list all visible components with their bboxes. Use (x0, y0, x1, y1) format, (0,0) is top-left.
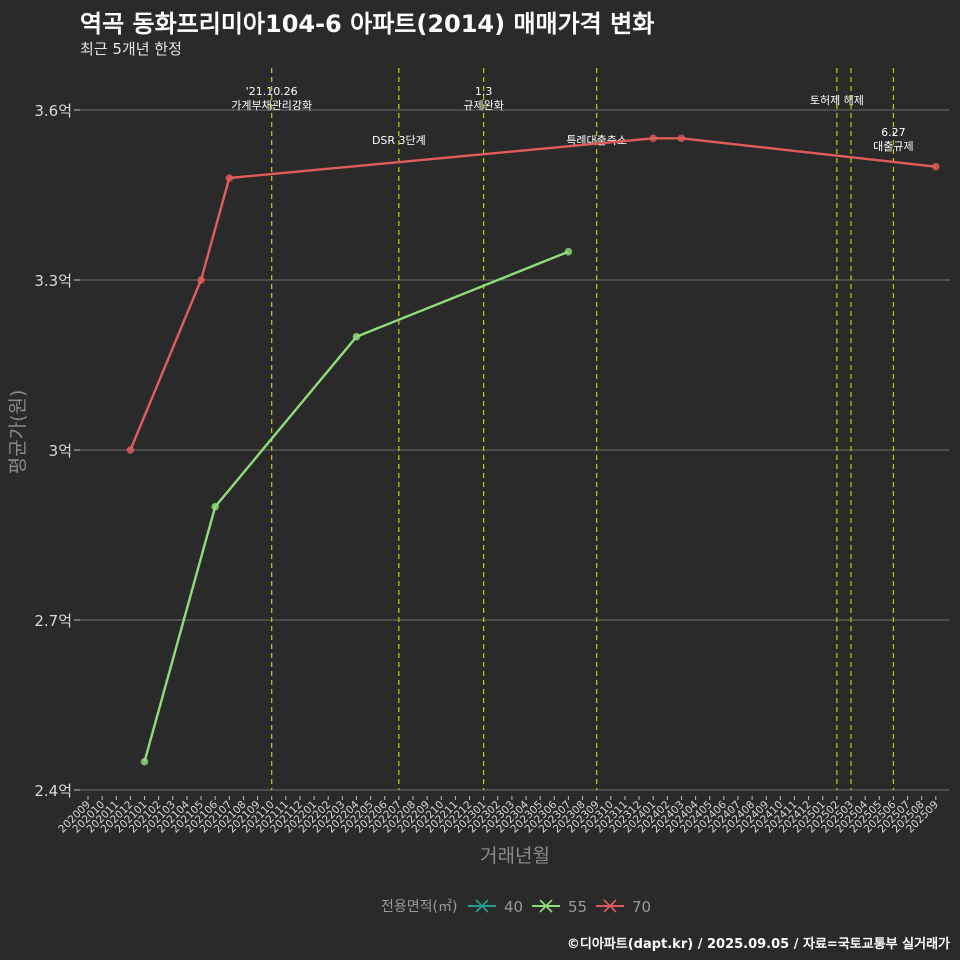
legend-label: 40 (504, 898, 523, 916)
event-label: '21.10.26 가계부채관리강화 (231, 85, 312, 112)
x-axis-title: 거래년월 (480, 845, 550, 867)
data-point-55 (352, 332, 361, 341)
data-point-70 (932, 162, 940, 171)
y-tick-label: 3.6억 (34, 102, 72, 120)
legend: 전용면적(㎡) 40 55 70 (381, 898, 651, 916)
event-label: 토허제 해제 (810, 93, 864, 107)
y-tick-label: 2.7억 (34, 612, 72, 630)
source-caption: ©디아파트(dapt.kr) / 2025.09.05 / 자료=국토교통부 실… (566, 937, 950, 952)
event-label: DSR 3단계 (372, 134, 426, 147)
legend-swatch-cross (539, 899, 553, 913)
data-point-55 (211, 502, 219, 511)
data-point-70 (677, 134, 686, 143)
legend-label: 70 (632, 898, 651, 916)
data-point-70 (126, 446, 135, 454)
y-tick-label: 3억 (49, 442, 72, 460)
legend-item-55: 55 (532, 898, 587, 916)
axis-layer: 2.4억2.7억3억3.3억3.6억2020092020102020112020… (34, 102, 941, 835)
data-point-70 (197, 276, 205, 284)
legend-item-40: 40 (468, 898, 523, 916)
y-axis-title: 평균가(원) (7, 390, 29, 475)
legend-swatch-cross (475, 899, 489, 913)
y-tick-label: 3.3억 (34, 272, 72, 290)
chart-subtitle: 최근 5개년 한정 (80, 40, 182, 58)
series-line-55 (143, 250, 569, 763)
event-label: 6.27 대출규제 (873, 126, 913, 153)
event-label: 1.3 규제완화 (463, 85, 503, 112)
series-layer (126, 134, 940, 766)
data-point-55 (140, 757, 149, 766)
grid-layer (80, 109, 950, 791)
event-label: 특례대출축소 (566, 134, 627, 147)
legend-title: 전용면적(㎡) (381, 899, 457, 915)
data-point-70 (225, 174, 234, 182)
data-point-70 (649, 134, 657, 143)
legend-label: 55 (568, 898, 587, 916)
series-line-70 (129, 137, 936, 451)
legend-item-70: 70 (596, 898, 651, 916)
legend-swatch-cross (603, 899, 617, 913)
data-point-55 (564, 247, 573, 256)
y-tick-label: 2.4억 (34, 782, 72, 800)
chart-title: 역곡 동화프리미아104-6 아파트(2014) 매매가격 변화 (80, 10, 655, 38)
